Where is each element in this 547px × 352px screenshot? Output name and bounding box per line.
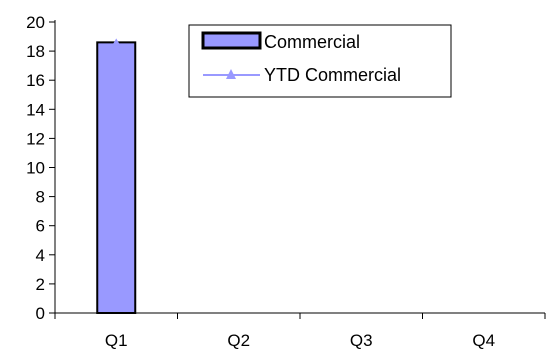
y-tick-label: 0: [36, 304, 45, 323]
plot-area: [96, 38, 137, 315]
legend: Commercial YTD Commercial: [188, 24, 452, 98]
y-tick-label: 16: [26, 71, 45, 90]
y-tick-label: 18: [26, 42, 45, 61]
y-tick-label: 8: [36, 188, 45, 207]
y-tick-label: 20: [26, 13, 45, 32]
legend-marker-ytd: [226, 69, 236, 79]
x-tick-label: Q3: [350, 331, 373, 350]
axes: 0 2 4 6 8 10 12 14 16 18 20 Q1 Q2 Q3 Q4: [26, 13, 546, 350]
legend-label-commercial: Commercial: [264, 32, 360, 52]
y-tick-label: 4: [36, 246, 45, 265]
y-tick-label: 14: [26, 100, 45, 119]
x-tick-label: Q4: [472, 331, 495, 350]
y-tick-label: 2: [36, 275, 45, 294]
x-tick-label: Q2: [227, 331, 250, 350]
point-ytd-commercial: [112, 38, 121, 46]
legend-swatch-commercial: [201, 31, 262, 50]
bar-commercial: [96, 41, 137, 315]
x-tick-label: Q1: [105, 331, 128, 350]
y-tick-label: 12: [26, 129, 45, 148]
legend-label-ytd-commercial: YTD Commercial: [264, 65, 401, 85]
y-tick-label: 10: [26, 159, 45, 178]
y-tick-label: 6: [36, 217, 45, 236]
